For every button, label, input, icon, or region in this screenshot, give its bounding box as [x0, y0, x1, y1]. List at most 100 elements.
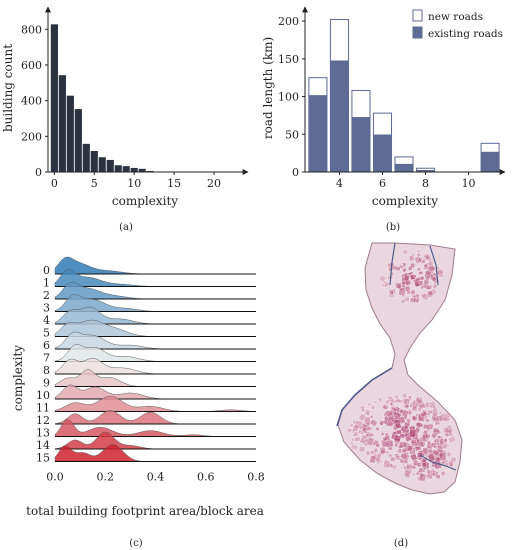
map-block [424, 418, 430, 423]
map-block [418, 270, 424, 276]
panel-a-y-tick-label: 200 [21, 130, 42, 143]
map-block [420, 293, 426, 299]
map-block [396, 429, 403, 435]
map-block [353, 431, 359, 437]
panel-c-row-label: 11 [36, 402, 50, 415]
panel-b-y-label: road length (km) [261, 37, 275, 139]
map-block [408, 395, 412, 400]
panel-a-y-tick-label: 400 [21, 95, 42, 108]
map-block [376, 453, 381, 459]
map-block [368, 432, 375, 438]
map-block [401, 267, 407, 273]
map-block [360, 431, 365, 436]
map-block [352, 424, 360, 433]
panel-c-ridge [54, 384, 256, 400]
legend-existing-roads-swatch [412, 26, 423, 39]
panel-b-existing-roads-bar [480, 151, 500, 173]
panel-b-bars [308, 19, 500, 173]
panel-c-row-label: 0 [43, 264, 50, 277]
map-block [400, 298, 407, 304]
legend-existing-roads-label: existing roads [428, 28, 503, 40]
map-block [426, 290, 434, 298]
map-block [359, 404, 366, 411]
map-block [407, 411, 412, 415]
panel-b-x-label: complexity [372, 194, 438, 208]
map-block [408, 272, 412, 276]
map-block [373, 447, 379, 453]
panel-c-row-label: 15 [36, 452, 50, 465]
map-block [435, 429, 442, 435]
map-block [433, 439, 437, 444]
map-block [435, 415, 443, 422]
map-block [431, 283, 439, 290]
map-block [403, 454, 410, 461]
panel-a-caption: (a) [119, 222, 133, 233]
panel-b-x-tick-label: 10 [462, 177, 476, 190]
map-block [442, 442, 449, 450]
map-block [408, 429, 417, 438]
panel-a-x-tick-label: 15 [167, 177, 181, 190]
panel-a-bar [81, 143, 91, 173]
map-block [422, 423, 430, 430]
map-block [421, 457, 428, 464]
map-block [350, 428, 356, 434]
panel-c-row-label: 3 [43, 302, 50, 315]
map-block [414, 281, 420, 287]
map-block [408, 255, 415, 262]
panel-c-x-tick-label: 0.4 [147, 471, 165, 484]
panel-a-x-label: complexity [112, 194, 178, 208]
map-block [432, 416, 437, 421]
map-block [369, 455, 378, 464]
map-block [416, 461, 422, 468]
map-block [416, 472, 420, 476]
map-block [401, 397, 408, 404]
map-block [407, 421, 411, 425]
panel-b-x-tick-label: 4 [336, 177, 343, 190]
map-block [363, 416, 371, 425]
map-road-north [389, 242, 396, 286]
panel-c-row-label: 6 [43, 339, 50, 352]
panel-c-ridge [54, 369, 256, 387]
map-block [428, 261, 434, 267]
panel-c-ridges [54, 256, 257, 462]
panel-c-ridge [54, 344, 256, 362]
panel-d-city-block-map: (d) [336, 242, 463, 549]
map-block [401, 293, 405, 298]
map-block [380, 432, 385, 436]
panel-c-ridge [54, 319, 256, 337]
map-block [366, 411, 370, 416]
panel-b-new-roads-bar [351, 89, 371, 119]
map-block [375, 443, 381, 448]
map-block [427, 453, 436, 463]
map-block [418, 403, 426, 410]
panel-b-y-tick-label: 50 [285, 128, 299, 141]
panel-c-ridge [54, 331, 256, 350]
map-block [443, 427, 450, 434]
map-block [381, 403, 389, 411]
map-block [425, 284, 433, 290]
map-block [418, 441, 426, 448]
panel-c-row-label: 2 [43, 289, 50, 302]
map-block [414, 460, 418, 463]
panel-a-bar [105, 159, 115, 173]
panel-a-bar [121, 165, 131, 173]
panel-a-y-tick-label: 0 [35, 166, 42, 179]
map-block [363, 441, 369, 447]
map-block [420, 411, 428, 418]
map-block [394, 398, 401, 404]
panel-c-row-label: 9 [43, 377, 50, 390]
map-block [409, 297, 414, 302]
panel-c-row-label: 8 [43, 364, 50, 377]
map-block [396, 283, 403, 290]
map-block [392, 407, 398, 413]
map-block [361, 408, 366, 413]
map-block [432, 427, 440, 434]
map-block [398, 399, 404, 404]
map-block [411, 415, 418, 422]
map-block [434, 473, 441, 480]
map-block [424, 254, 433, 263]
map-block [422, 253, 431, 261]
map-block [365, 425, 373, 432]
panel-c-row-label: 10 [36, 389, 50, 402]
